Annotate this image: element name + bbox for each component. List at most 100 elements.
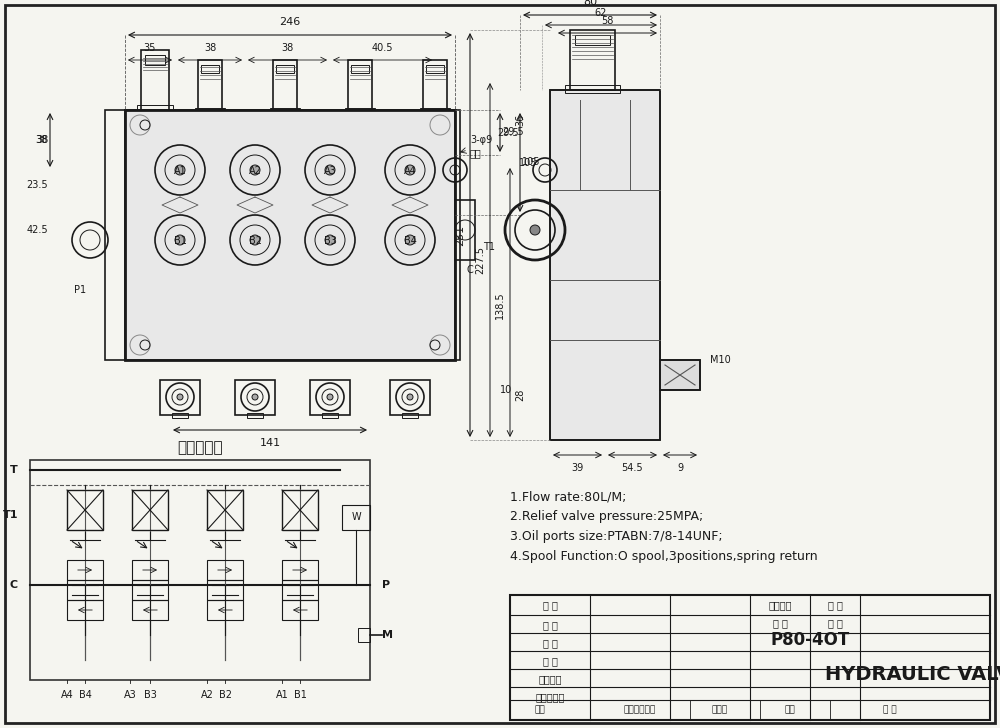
Bar [207, 490, 243, 530]
Bar [426, 65, 444, 73]
Circle shape [405, 165, 415, 175]
Text: P1: P1 [74, 285, 86, 295]
Text: P80-4OT: P80-4OT [770, 631, 850, 649]
Text: A1: A1 [276, 690, 288, 700]
Bar [345, 108, 375, 113]
Text: 设 计: 设 计 [543, 600, 557, 610]
Text: 2.Relief valve pressure:25MPA;: 2.Relief valve pressure:25MPA; [510, 510, 703, 523]
Text: 标准化检查: 标准化检查 [535, 692, 565, 702]
Text: P: P [382, 580, 390, 590]
Text: B2: B2 [218, 690, 232, 700]
Text: M10: M10 [710, 355, 731, 365]
Bar [282, 580, 318, 600]
Text: B4: B4 [79, 690, 91, 700]
Text: 38: 38 [281, 43, 294, 53]
Text: T1: T1 [483, 242, 495, 252]
Text: M: M [382, 630, 393, 640]
Text: T: T [10, 465, 18, 475]
Text: 更改内容依据: 更改内容依据 [624, 705, 656, 714]
Circle shape [530, 225, 540, 235]
Bar [67, 560, 103, 580]
Text: 62: 62 [595, 8, 607, 18]
Bar [132, 580, 168, 600]
Text: 液压原理图: 液压原理图 [177, 440, 223, 456]
Bar [342, 505, 370, 530]
Text: A3: A3 [324, 166, 336, 176]
Bar [145, 55, 165, 65]
Text: 共 集: 共 集 [773, 618, 787, 628]
Text: 10: 10 [500, 385, 512, 395]
Text: 28: 28 [515, 389, 525, 401]
Text: B4: B4 [404, 236, 416, 246]
Bar [402, 413, 418, 418]
Bar [247, 413, 263, 418]
Text: B1: B1 [174, 236, 186, 246]
Circle shape [405, 235, 415, 245]
Text: 42.5: 42.5 [26, 225, 48, 235]
Text: 35: 35 [144, 43, 156, 53]
Bar [282, 560, 318, 580]
Bar [125, 110, 455, 360]
Bar [348, 60, 372, 110]
Circle shape [327, 394, 333, 400]
Text: A4: A4 [404, 166, 416, 176]
Text: 3.Oil ports size:PTABN:7/8-14UNF;: 3.Oil ports size:PTABN:7/8-14UNF; [510, 530, 723, 543]
Bar [201, 65, 219, 73]
Text: B2: B2 [248, 236, 262, 246]
Text: 39: 39 [571, 463, 583, 473]
Bar [565, 85, 620, 93]
Bar [282, 490, 318, 530]
Text: 251: 251 [455, 224, 465, 245]
Text: 105: 105 [519, 157, 537, 167]
Text: C: C [467, 265, 473, 275]
Circle shape [252, 394, 258, 400]
Text: 1.Flow rate:80L/M;: 1.Flow rate:80L/M; [510, 490, 626, 503]
Text: 29.5: 29.5 [497, 127, 519, 138]
Text: T1: T1 [2, 510, 18, 520]
Text: 比 例: 比 例 [828, 600, 842, 610]
Text: A4: A4 [61, 690, 73, 700]
Text: 标记: 标记 [535, 705, 545, 714]
Text: W: W [351, 512, 361, 522]
Bar [660, 360, 700, 390]
Bar [132, 490, 168, 530]
Circle shape [250, 235, 260, 245]
Text: 更改人: 更改人 [712, 705, 728, 714]
Circle shape [175, 165, 185, 175]
Bar [276, 65, 294, 73]
Bar [351, 65, 369, 73]
Circle shape [407, 394, 413, 400]
Text: 38: 38 [36, 135, 48, 145]
Bar [390, 380, 430, 415]
Text: HYDRAULIC VALVE: HYDRAULIC VALVE [825, 665, 1000, 684]
Text: 4.Spool Function:O spool,3positions,spring return: 4.Spool Function:O spool,3positions,spri… [510, 550, 818, 563]
Bar [105, 110, 460, 360]
Bar [30, 460, 370, 680]
Text: 23.5: 23.5 [26, 180, 48, 190]
Text: 138.5: 138.5 [495, 291, 505, 319]
Text: 签 名: 签 名 [883, 705, 897, 714]
Text: 38: 38 [36, 135, 48, 145]
Text: 图 号: 图 号 [828, 618, 842, 628]
Bar [550, 90, 660, 440]
Bar [570, 30, 615, 90]
Bar [67, 580, 103, 600]
Text: 3-φ9: 3-φ9 [470, 135, 492, 145]
Bar [550, 90, 660, 440]
Circle shape [175, 235, 185, 245]
Bar [160, 380, 200, 415]
Bar [207, 600, 243, 620]
Bar [270, 108, 300, 113]
Text: 105: 105 [522, 157, 540, 167]
Text: 246: 246 [279, 17, 301, 27]
Bar [273, 60, 297, 110]
Text: 制 图: 制 图 [543, 620, 557, 630]
Text: A3: A3 [124, 690, 136, 700]
Bar [455, 200, 475, 260]
Text: C: C [10, 580, 18, 590]
Bar [575, 35, 610, 45]
Text: 日期: 日期 [785, 705, 795, 714]
Bar [132, 600, 168, 620]
Text: 描 图: 描 图 [543, 638, 557, 648]
Bar [125, 110, 455, 360]
